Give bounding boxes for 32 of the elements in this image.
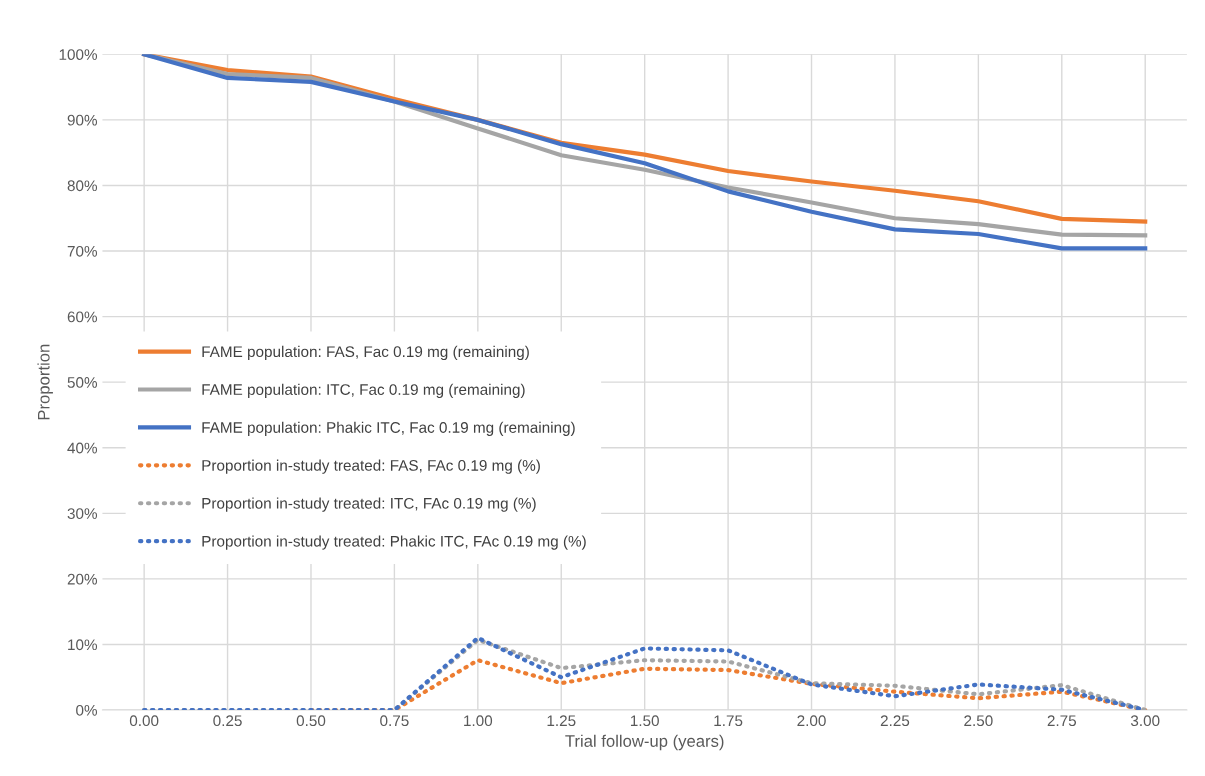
y-tick-label: 50%	[67, 377, 98, 388]
y-tick-label: 100%	[59, 49, 98, 61]
x-tick-label: 1.00	[464, 715, 493, 727]
y-tick-label: 70%	[67, 245, 98, 257]
x-tick-label: 2.25	[880, 715, 910, 727]
x-tick-label: 2.00	[797, 715, 826, 727]
x-tick-label: 0.50	[296, 715, 326, 727]
y-tick-label: 10%	[68, 639, 98, 651]
x-tick-label: 1.25	[547, 715, 576, 727]
x-tick-label: 1.50	[630, 715, 659, 727]
y-tick-label: 20%	[67, 573, 98, 585]
y-tick-label: 90%	[67, 114, 98, 126]
x-axis-title: Trial follow-up (years)	[565, 734, 724, 751]
x-tick-label: 2.75	[1047, 715, 1077, 727]
y-tick-label: 30%	[67, 508, 98, 520]
legend-label: Proportion in-study treated: FAS, FAc 0.19 mg (%)	[202, 459, 540, 474]
x-tick-label: 0.75	[380, 715, 409, 727]
y-tick-label: 80%	[67, 180, 98, 192]
legend-label: FAME population: FAS, Fac 0.19 mg (remaining)	[202, 345, 529, 361]
y-tick-label: 40%	[67, 442, 98, 454]
x-tick-label: 2.50	[964, 715, 993, 727]
x-tick-label: 0.25	[213, 715, 242, 727]
legend-label: Proportion in-study treated: Phakic ITC, FAc 0.19 mg (%)	[202, 535, 586, 550]
x-tick-label: 0.00	[129, 715, 159, 727]
x-tick-label: 3.00	[1130, 715, 1160, 727]
y-axis-title: Proportion	[37, 344, 53, 420]
legend-label: FAME population: Phakic ITC, Fac 0.19 mg (remaining)	[202, 421, 575, 436]
legend-label: Proportion in-study treated: ITC, FAc 0.19 mg (%)	[202, 497, 536, 512]
y-tick-label: 60%	[67, 311, 98, 323]
y-tick-label: 0%	[76, 704, 98, 716]
legend-label: FAME population: ITC, Fac 0.19 mg (remaining)	[202, 383, 525, 398]
x-tick-label: 1.75	[714, 715, 743, 727]
